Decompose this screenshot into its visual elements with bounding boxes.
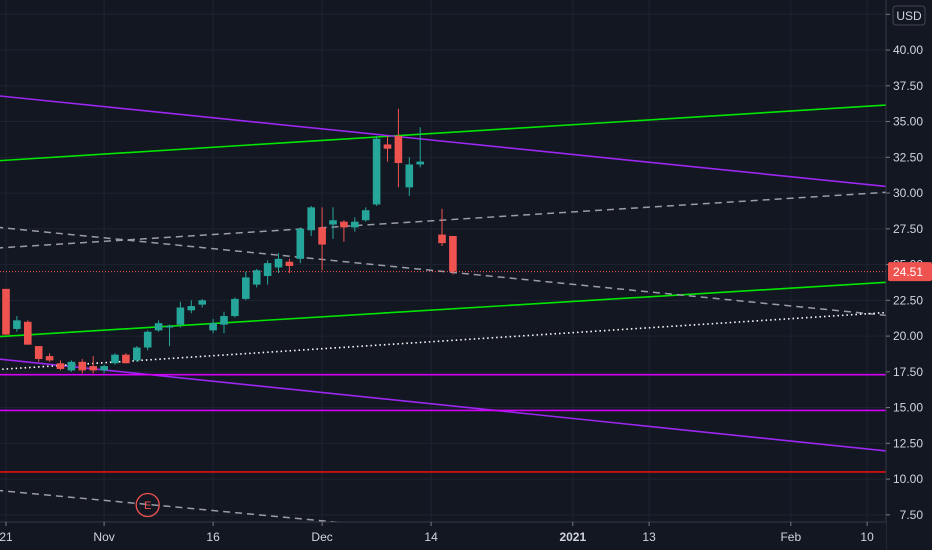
drawn-lines[interactable] xyxy=(0,94,932,526)
time-tick-label: Feb xyxy=(780,530,801,544)
time-tick-label: 10 xyxy=(860,530,874,544)
candle-body xyxy=(307,207,315,231)
candle-body xyxy=(24,321,32,345)
candle-body xyxy=(198,300,206,305)
time-tick-label: 13 xyxy=(642,530,656,544)
trend-line-green-lower[interactable] xyxy=(0,277,932,338)
candle-body xyxy=(329,220,337,225)
candle-body xyxy=(45,356,54,361)
candle-body xyxy=(78,361,87,371)
price-tick-label: 27.50 xyxy=(893,222,923,236)
candle-body xyxy=(13,320,21,329)
last-price-label: 24.51 xyxy=(893,265,923,279)
candle-body xyxy=(209,323,217,331)
time-tick-label: Dec xyxy=(311,530,332,544)
candle-body xyxy=(252,270,261,285)
trend-line-green-upper[interactable] xyxy=(0,100,932,162)
price-tick-label: 20.00 xyxy=(893,329,923,343)
candle-body xyxy=(34,346,43,359)
currency-label: USD xyxy=(896,9,922,23)
price-tick-label: 17.50 xyxy=(893,365,923,379)
candle-body xyxy=(122,354,130,364)
candle-body xyxy=(176,307,185,325)
candle-body xyxy=(187,306,196,311)
candle-body xyxy=(394,135,403,164)
candle-body xyxy=(285,261,294,267)
time-tick-label: Nov xyxy=(93,530,114,544)
candle-body xyxy=(372,138,381,205)
candle-body xyxy=(405,164,414,188)
earnings-icon[interactable] xyxy=(135,492,160,518)
trend-line-dashed-lower[interactable] xyxy=(0,489,366,526)
candle-body xyxy=(154,323,163,331)
price-tick-label: 22.50 xyxy=(893,293,923,307)
candle-body xyxy=(274,258,283,268)
time-tick-label: 16 xyxy=(206,530,220,544)
price-tick-label: 15.00 xyxy=(893,401,923,415)
candle-body xyxy=(89,366,97,371)
price-tick-label: 7.50 xyxy=(900,508,924,522)
candle-body xyxy=(416,161,424,165)
candle-body xyxy=(111,354,119,364)
earnings-label: E xyxy=(144,500,151,512)
trend-line-dotted-trend[interactable] xyxy=(0,307,932,371)
candle-body xyxy=(340,221,348,228)
candle-body xyxy=(242,277,250,299)
trend-line-dashed-falling[interactable] xyxy=(0,226,932,323)
candle-body xyxy=(449,235,457,272)
time-axis[interactable]: 21 Nov 16 Dec 14 2021 13 Feb 10 xyxy=(0,521,886,550)
candle-body xyxy=(2,288,10,335)
price-tick-label: 30.00 xyxy=(893,186,923,200)
candle-body xyxy=(143,331,152,348)
price-tick-label: 35.00 xyxy=(893,115,923,129)
time-tick-label: 21 xyxy=(0,530,13,544)
candle-body xyxy=(383,144,392,149)
candle-body xyxy=(220,316,228,325)
price-tick-label: 40.00 xyxy=(893,43,923,57)
time-tick-label: 14 xyxy=(424,530,438,544)
price-tick-label: 32.50 xyxy=(893,150,923,164)
trend-line-dashed-rising[interactable] xyxy=(0,187,932,249)
candle-body xyxy=(100,366,108,371)
candle-body xyxy=(263,263,272,277)
candle-body xyxy=(438,234,446,244)
price-axis[interactable]: 7.5010.0012.5015.0017.5020.0022.5025.002… xyxy=(885,0,932,550)
candle-body xyxy=(133,347,141,361)
candle-body xyxy=(296,228,305,259)
candle-body xyxy=(351,221,359,228)
candles xyxy=(2,108,457,374)
time-axis-background xyxy=(0,522,886,550)
candle-body xyxy=(231,298,239,317)
price-tick-label: 12.50 xyxy=(893,436,923,450)
time-tick-label: 2021 xyxy=(559,530,586,544)
candle-body xyxy=(67,361,76,371)
candle-body xyxy=(318,227,326,245)
price-tick-label: 10.00 xyxy=(893,472,923,486)
candle-body xyxy=(361,210,370,221)
candle-body xyxy=(165,326,174,328)
candle-body xyxy=(56,363,65,369)
price-tick-label: 37.50 xyxy=(893,79,923,93)
overlay: E xyxy=(135,492,160,518)
trend-line-purple-upper[interactable] xyxy=(0,94,932,194)
last-price-badge xyxy=(888,262,932,282)
currency-badge[interactable] xyxy=(892,5,926,26)
